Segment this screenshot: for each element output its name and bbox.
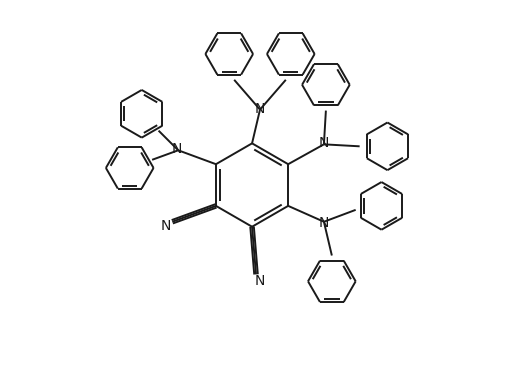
Text: N: N [160,219,170,233]
Text: N: N [319,216,329,230]
Text: N: N [172,142,182,156]
Text: N: N [255,274,265,288]
Text: N: N [319,136,329,150]
Text: N: N [255,101,265,116]
